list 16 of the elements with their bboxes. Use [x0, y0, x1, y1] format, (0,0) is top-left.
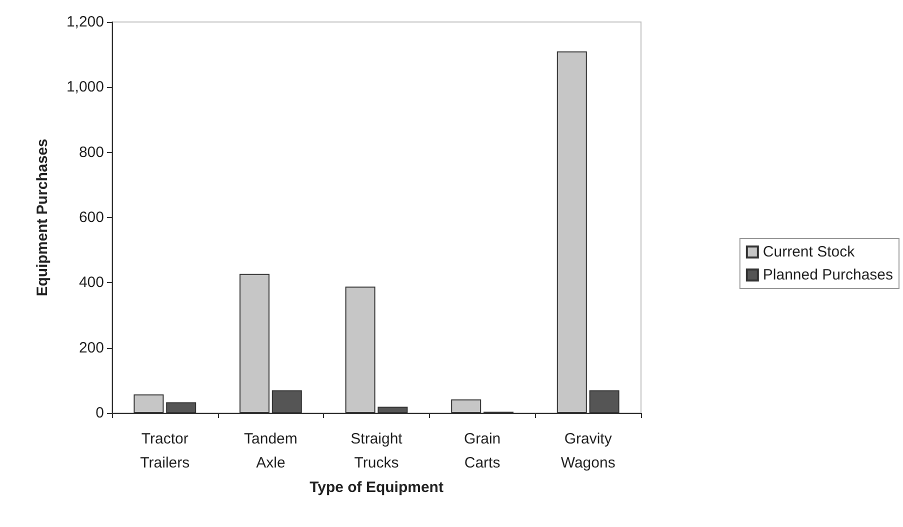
y-tick-label: 1,200 — [66, 14, 104, 30]
x-axis-title: Type of Equipment — [310, 478, 444, 496]
y-tick-label: 600 — [78, 209, 104, 226]
y-tick-label: 400 — [78, 274, 104, 292]
y-tick-label: 0 — [96, 404, 104, 422]
y-tick-label: 800 — [78, 144, 104, 161]
legend-label: Current Stock — [762, 244, 856, 260]
x-tick-label: Tandem Axle — [244, 430, 298, 472]
x-tick-label: Grain Carts — [464, 430, 501, 472]
y-tick-label: 1,000 — [66, 78, 104, 96]
legend-label: Planned Purchases — [762, 266, 894, 284]
x-tick-label: Gravity Wagons — [560, 430, 616, 472]
y-axis-title: Equipment Purchases — [34, 138, 51, 296]
x-tick-label: Straight Trucks — [350, 430, 404, 472]
x-tick-label: Tractor Trailers — [140, 430, 190, 472]
y-tick-label: 200 — [78, 339, 104, 356]
